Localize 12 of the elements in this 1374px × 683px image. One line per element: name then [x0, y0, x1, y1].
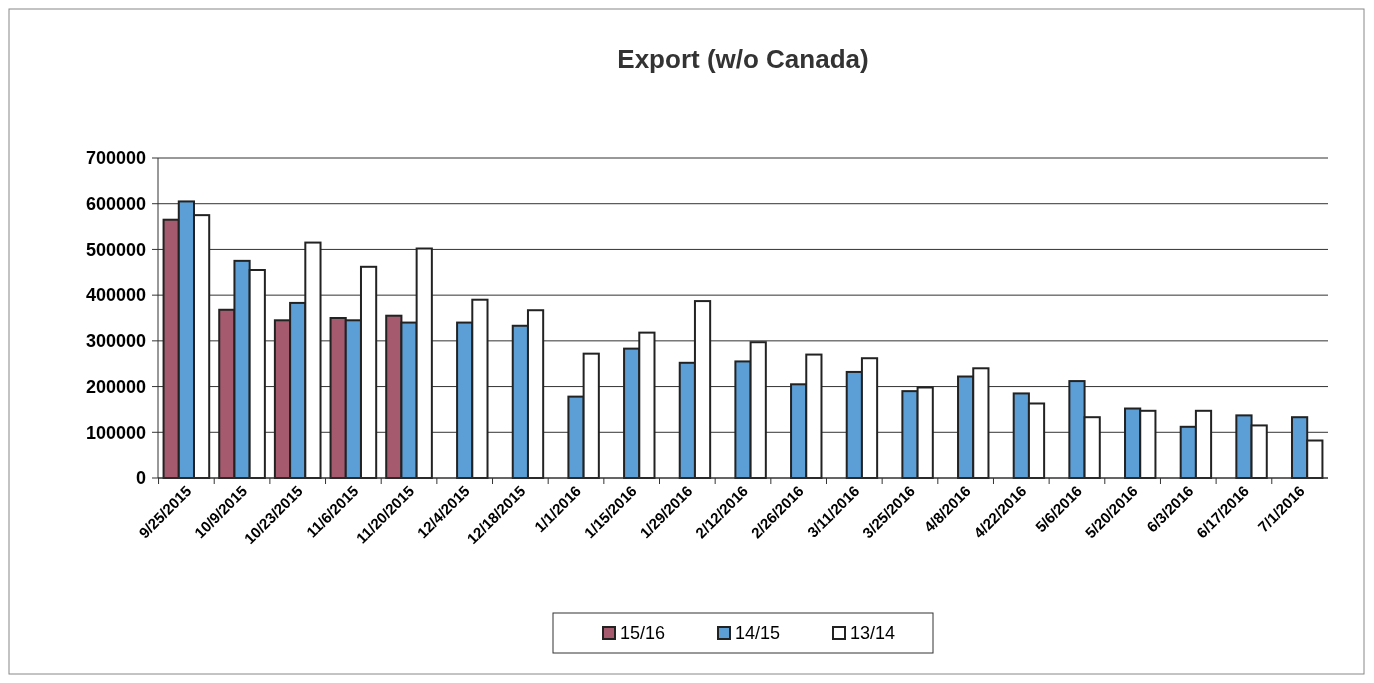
- legend-label: 13/14: [850, 623, 896, 644]
- y-tick-label: 600000: [85, 194, 146, 215]
- legend-label: 14/15: [735, 623, 781, 644]
- y-tick-label: 700000: [85, 148, 146, 169]
- chart-title: Export (w/o Canada): [617, 44, 869, 74]
- legend-label: 15/16: [620, 623, 666, 644]
- y-tick-label: 0: [135, 468, 146, 489]
- y-tick-label: 100000: [85, 422, 146, 443]
- y-tick-label: 200000: [85, 376, 146, 397]
- y-tick-label: 500000: [85, 239, 146, 260]
- y-tick-label: 400000: [85, 285, 146, 306]
- y-tick-label: 300000: [85, 331, 146, 352]
